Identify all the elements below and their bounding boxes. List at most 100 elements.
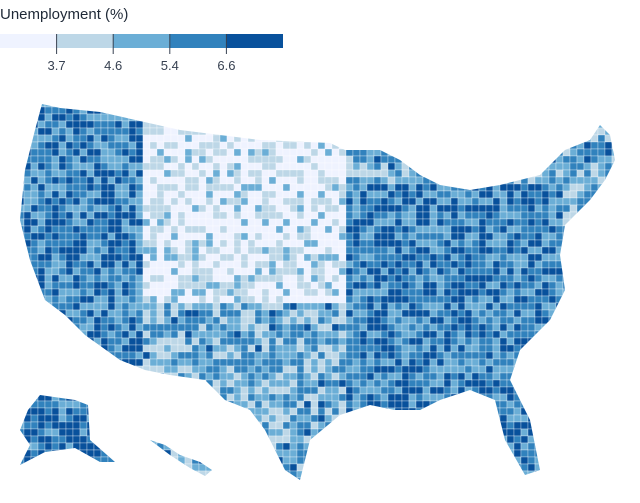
county [352,162,361,171]
county [555,386,564,395]
county [436,351,445,360]
county [310,197,319,206]
county [611,407,615,416]
county [576,274,585,283]
county [72,120,81,129]
county [296,197,305,206]
county [254,239,263,248]
county [541,183,550,192]
county [520,372,529,381]
county [583,372,592,381]
county [20,246,25,255]
county [499,176,508,185]
county [282,246,291,255]
county [51,365,60,374]
county [324,218,333,227]
county [534,106,543,115]
county [373,449,382,458]
county [443,365,452,374]
county [72,113,81,122]
county [23,267,32,276]
county [10,282,17,289]
county [156,218,165,227]
county [619,121,626,128]
county [401,218,410,227]
county [576,155,585,164]
county [114,442,123,451]
county [310,456,319,465]
county [93,253,102,262]
county [492,183,501,192]
county [128,267,137,276]
county [464,169,473,178]
county [548,267,557,276]
county [135,449,144,458]
county [471,113,480,122]
county [443,449,452,458]
county [359,372,368,381]
county [240,239,249,248]
county [590,456,599,465]
county [65,267,74,276]
county [457,407,466,416]
county [135,218,144,227]
county [10,156,17,163]
county [51,316,60,325]
county [534,288,543,297]
county [156,197,165,206]
county [184,246,193,255]
county [177,260,186,269]
county [177,253,186,262]
county [233,141,242,150]
county [191,477,200,480]
county [492,134,501,143]
county [562,337,571,346]
county [506,204,515,213]
county [212,162,221,171]
county [380,141,389,150]
county [387,428,396,437]
county [359,246,368,255]
county [135,267,144,276]
county [65,330,74,339]
county [513,400,522,409]
county [303,288,312,297]
county [569,274,578,283]
county [380,134,389,143]
county [394,176,403,185]
county [268,134,277,143]
county [254,407,263,416]
county [219,281,228,290]
county [205,225,214,234]
county [310,358,319,367]
county [359,330,368,339]
county [163,155,172,164]
county [240,365,249,374]
county [583,407,592,416]
county [457,162,466,171]
county [464,358,473,367]
county [107,260,116,269]
county [289,218,298,227]
county [506,309,515,318]
county [65,169,74,178]
county [100,260,109,269]
county [268,260,277,269]
county [471,169,480,178]
county [65,400,74,409]
county [457,197,466,206]
county [184,162,193,171]
county [408,183,417,192]
county [352,127,361,136]
county [583,260,592,269]
county [282,386,291,395]
county [338,330,347,339]
county [177,169,186,178]
county [345,141,354,150]
county [72,288,81,297]
county [562,442,571,451]
county [576,323,585,332]
county [338,449,347,458]
county [562,372,571,381]
county [534,246,543,255]
